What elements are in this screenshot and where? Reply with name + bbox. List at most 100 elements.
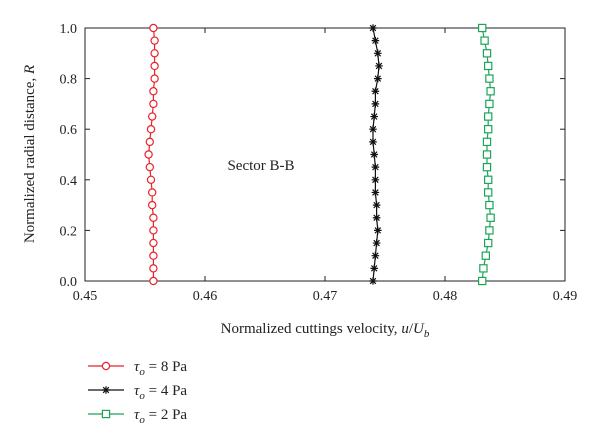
y-axis-label-main: Normalized radial distance, bbox=[22, 74, 38, 243]
data-point-circle bbox=[150, 74, 159, 83]
data-point-asterisk bbox=[372, 213, 381, 222]
data-point-asterisk bbox=[370, 264, 378, 273]
legend-item: τo = 4 Pa bbox=[88, 383, 187, 402]
x-axis-label-U: U bbox=[413, 321, 425, 337]
data-point-asterisk bbox=[369, 125, 377, 133]
chart-annotation: Sector B-B bbox=[227, 158, 294, 174]
x-tick-label: 0.49 bbox=[553, 289, 578, 304]
data-point-asterisk bbox=[370, 112, 378, 121]
legend-tau: τ bbox=[134, 407, 140, 423]
data-point-circle bbox=[149, 213, 158, 222]
data-point-asterisk bbox=[369, 138, 377, 146]
data-point-asterisk bbox=[371, 163, 380, 171]
data-point-square bbox=[484, 188, 493, 197]
y-axis-ticks bbox=[85, 27, 565, 282]
y-axis-label: Normalized radial distance, R bbox=[22, 65, 38, 243]
series-layer bbox=[144, 23, 495, 286]
x-axis-label-slash: / bbox=[409, 321, 414, 337]
y-axis-label-R: R bbox=[22, 65, 38, 75]
data-point-circle bbox=[146, 124, 156, 134]
data-point-circle bbox=[149, 87, 158, 96]
data-point-square bbox=[486, 213, 495, 222]
legend-item: τo = 2 Pa bbox=[88, 407, 187, 426]
x-axis-ticks bbox=[84, 28, 566, 281]
data-point-circle bbox=[149, 276, 158, 286]
data-point-circle bbox=[147, 188, 157, 197]
data-point-circle bbox=[149, 264, 158, 273]
legend-label: τo = 8 Pa bbox=[134, 359, 187, 378]
data-point-circle bbox=[147, 112, 157, 121]
data-point-asterisk bbox=[371, 100, 380, 108]
data-point-square bbox=[482, 49, 492, 58]
y-tick-label: 1.0 bbox=[60, 22, 78, 37]
data-point-square bbox=[481, 251, 491, 260]
data-point-circle bbox=[150, 61, 159, 71]
legend-tau: τ bbox=[134, 359, 140, 375]
data-point-square bbox=[479, 264, 488, 273]
data-point-square bbox=[482, 150, 492, 159]
data-point-square bbox=[485, 99, 494, 109]
data-point-square bbox=[486, 87, 495, 96]
legend-label: τo = 2 Pa bbox=[134, 407, 187, 426]
data-point-asterisk bbox=[371, 87, 380, 96]
legend-tau: τ bbox=[134, 383, 140, 399]
data-point-square bbox=[482, 162, 492, 172]
legend-marker-circle bbox=[101, 361, 111, 371]
data-point-circle bbox=[147, 200, 157, 210]
data-point-asterisk bbox=[374, 226, 382, 235]
data-point-asterisk bbox=[369, 24, 377, 32]
legend-marker-square bbox=[101, 409, 111, 419]
series-asterisk bbox=[369, 24, 383, 285]
y-tick-label: 0.8 bbox=[60, 73, 78, 88]
legend-sub: o bbox=[139, 414, 145, 426]
x-tick-label: 0.46 bbox=[193, 289, 218, 304]
data-point-asterisk bbox=[374, 49, 382, 58]
data-point-circle bbox=[150, 36, 159, 45]
data-point-square bbox=[478, 23, 487, 33]
x-axis-label: Normalized cuttings velocity, u/Ub bbox=[221, 321, 430, 340]
y-tick-label: 0.2 bbox=[60, 224, 78, 239]
x-axis-tick-labels: 0.45 0.46 0.47 0.48 0.49 bbox=[73, 289, 578, 304]
data-point-asterisk bbox=[372, 239, 381, 247]
data-point-asterisk bbox=[371, 36, 380, 45]
data-point-square bbox=[484, 175, 493, 184]
legend-value: = 8 Pa bbox=[145, 359, 188, 375]
series-circle bbox=[144, 23, 159, 286]
y-axis-tick-labels: 0.0 0.2 0.4 0.6 0.8 1.0 bbox=[60, 22, 78, 290]
data-point-circle bbox=[146, 175, 156, 184]
data-point-square bbox=[485, 200, 494, 210]
series-square bbox=[478, 23, 495, 286]
data-point-circle bbox=[145, 162, 154, 172]
data-point-asterisk bbox=[369, 277, 377, 285]
data-point-circle bbox=[149, 251, 158, 260]
legend-item: τo = 8 Pa bbox=[88, 359, 187, 378]
data-point-asterisk bbox=[372, 201, 381, 209]
legend-sub: o bbox=[139, 390, 145, 402]
data-point-square bbox=[485, 226, 494, 235]
data-point-square bbox=[484, 238, 493, 248]
legend-marker-asterisk bbox=[102, 386, 110, 394]
y-tick-label: 0.0 bbox=[60, 275, 78, 290]
data-point-circle bbox=[149, 226, 158, 235]
data-point-asterisk bbox=[371, 176, 380, 184]
data-point-asterisk bbox=[375, 62, 383, 70]
data-point-circle bbox=[150, 49, 159, 58]
legend-value: = 2 Pa bbox=[145, 407, 188, 423]
x-tick-label: 0.47 bbox=[313, 289, 338, 304]
data-point-square bbox=[484, 61, 493, 71]
data-point-circle bbox=[145, 137, 154, 147]
y-tick-label: 0.6 bbox=[60, 123, 78, 138]
data-point-asterisk bbox=[374, 74, 382, 83]
data-point-square bbox=[484, 124, 493, 134]
data-point-asterisk bbox=[371, 251, 380, 260]
data-point-square bbox=[482, 137, 492, 147]
data-point-circle bbox=[149, 238, 158, 248]
data-point-square bbox=[480, 36, 489, 45]
data-point-square bbox=[478, 276, 487, 286]
data-point-asterisk bbox=[370, 150, 378, 159]
data-point-circle bbox=[149, 23, 158, 33]
x-axis-label-sub: b bbox=[424, 328, 430, 340]
legend-label: τo = 4 Pa bbox=[134, 383, 187, 402]
